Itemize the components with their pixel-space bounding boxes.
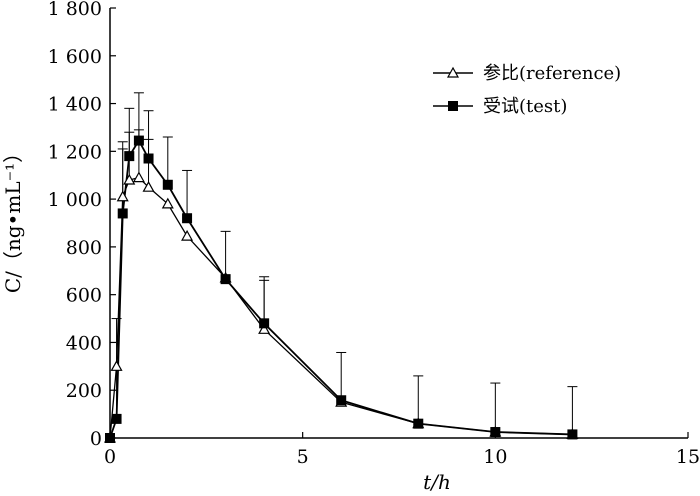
legend: 参比(reference) 受试(test) (433, 63, 621, 117)
data-point (123, 173, 136, 185)
x-axis-label: t/h (423, 470, 451, 494)
data-point (133, 135, 144, 146)
error-bars (111, 92, 578, 435)
data-point (182, 213, 193, 224)
data-point (117, 208, 128, 219)
y-tick-label: 1 600 (48, 46, 102, 68)
y-tick-label: 1 800 (48, 0, 102, 20)
legend-marker (446, 66, 460, 78)
series-markers (103, 135, 579, 443)
data-point (124, 151, 135, 162)
series-line (109, 138, 573, 439)
x-tick-label: 15 (676, 446, 700, 468)
y-tick-label: 1 200 (48, 141, 102, 163)
data-point (110, 360, 123, 371)
data-point (143, 153, 154, 164)
y-tick-label: 600 (66, 285, 102, 307)
y-tick-label: 1 000 (48, 189, 102, 211)
y-tick-label: 400 (66, 332, 102, 354)
y-tick-label: 1 400 (48, 94, 102, 116)
data-point (490, 427, 501, 438)
data-point (336, 395, 347, 406)
legend-entry: 受试(test) (483, 96, 567, 117)
data-point (142, 180, 155, 192)
data-point (111, 413, 122, 424)
x-tick-label: 0 (104, 446, 116, 468)
x-tick-label: 5 (297, 446, 309, 468)
data-point (220, 274, 231, 285)
data-point (413, 418, 424, 429)
y-tick-label: 200 (66, 380, 102, 402)
data-point (162, 179, 173, 190)
data-point (161, 197, 174, 209)
data-point (132, 171, 145, 183)
x-tick-label: 10 (483, 446, 507, 468)
data-point (181, 229, 194, 241)
y-tick-label: 800 (66, 237, 102, 259)
data-point (567, 429, 578, 440)
data-point (105, 433, 115, 443)
data-point (259, 318, 270, 329)
data-point (116, 190, 129, 202)
legend-entry: 参比(reference) (483, 63, 621, 84)
y-axis-label: C/（ng•mL⁻¹） (1, 143, 25, 293)
y-tick-label: 0 (90, 428, 102, 450)
axes: 0 200 400 600 800 1 000 1 200 1 400 1 600 1 800 0 5… (48, 0, 700, 468)
data-point (258, 323, 271, 334)
legend-marker (448, 101, 458, 111)
